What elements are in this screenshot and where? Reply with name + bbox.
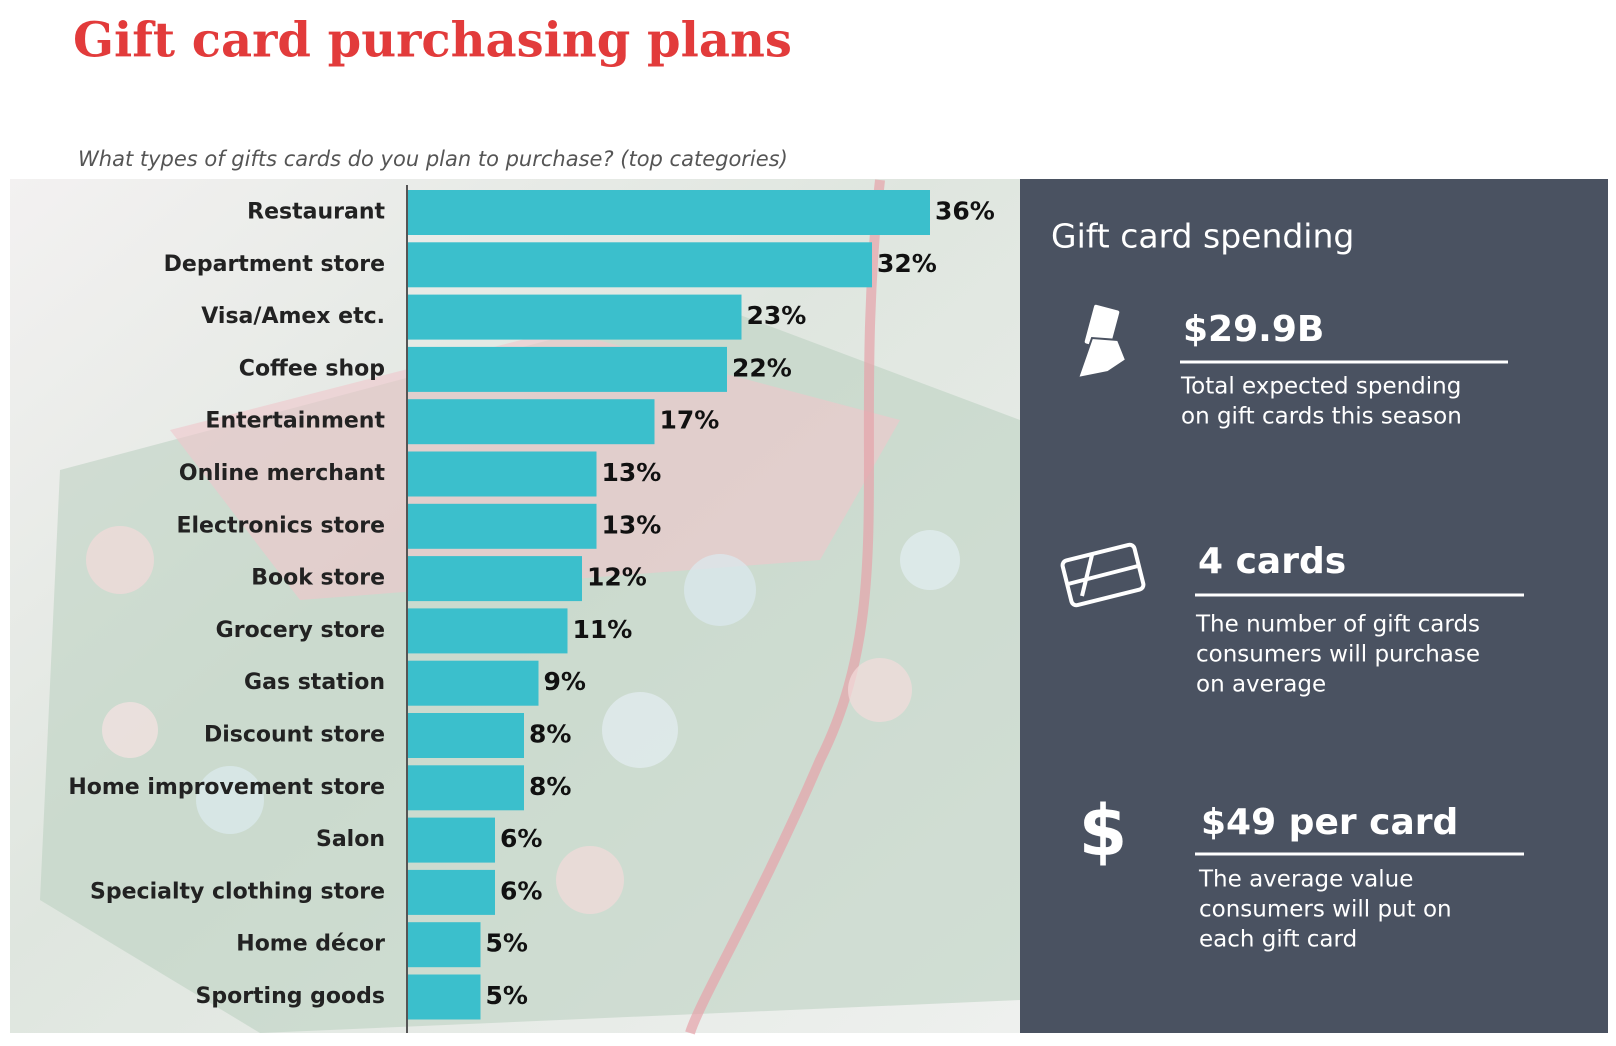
stat-description: The number of gift cards — [1195, 612, 1480, 638]
stat-description: on gift cards this season — [1181, 404, 1462, 430]
value-label: 13% — [602, 510, 662, 539]
value-label: 36% — [935, 197, 995, 226]
stat-value: $49 per card — [1201, 802, 1458, 843]
bar — [408, 765, 524, 811]
category-label: Gas station — [244, 670, 385, 695]
bars: Restaurant 36% Department store 32% Visa/Ame… — [68, 190, 995, 1020]
category-label: Specialty clothing store — [90, 879, 385, 904]
bar — [408, 608, 568, 654]
value-label: 23% — [747, 301, 807, 330]
value-label: 11% — [573, 615, 633, 644]
value-label: 6% — [500, 876, 542, 905]
value-label: 13% — [602, 458, 662, 487]
stat-description: The average value — [1198, 867, 1413, 893]
value-label: 8% — [529, 720, 571, 749]
stat-value: $29.9B — [1183, 309, 1324, 350]
page-title: Gift card purchasing plans — [73, 13, 792, 69]
value-label: 8% — [529, 772, 571, 801]
bar — [408, 869, 495, 915]
stat-value: 4 cards — [1198, 541, 1346, 582]
stat-description: on average — [1196, 672, 1326, 698]
category-label: Home décor — [236, 932, 385, 957]
category-label: Sporting goods — [195, 984, 385, 1009]
category-label: Home improvement store — [68, 775, 385, 800]
stat-description: consumers will purchase — [1196, 642, 1480, 668]
category-label: Department store — [164, 252, 385, 277]
stat-description: consumers will put on — [1199, 897, 1452, 923]
value-label: 12% — [587, 563, 647, 592]
category-label: Coffee shop — [239, 356, 385, 381]
category-label: Restaurant — [247, 200, 385, 225]
bar — [408, 817, 495, 863]
gift-card-icon — [1060, 542, 1146, 608]
category-label: Online merchant — [179, 461, 386, 486]
value-label: 17% — [660, 406, 720, 435]
value-label: 9% — [544, 667, 586, 696]
bar — [408, 399, 655, 445]
bar — [408, 346, 727, 392]
value-label: 5% — [486, 929, 528, 958]
category-label: Grocery store — [216, 618, 385, 643]
bar — [408, 556, 582, 602]
value-label: 22% — [732, 353, 792, 382]
dollar-icon: $ — [1079, 790, 1128, 872]
panel-stats: $29.9B Total expected spending on gift car… — [1180, 309, 1524, 953]
chart-subtitle: What types of gifts cards do you plan to… — [78, 147, 788, 171]
category-label: Entertainment — [205, 409, 385, 434]
stat-description: each gift card — [1199, 927, 1357, 953]
bar — [408, 451, 597, 497]
bar — [408, 713, 524, 758]
stat-description: Total expected spending — [1180, 374, 1461, 400]
value-label: 32% — [877, 249, 937, 278]
money-icon — [1076, 302, 1128, 380]
panel-title: Gift card spending — [1051, 217, 1354, 256]
category-label: Electronics store — [176, 513, 385, 538]
value-label: 6% — [500, 824, 542, 853]
bar — [408, 660, 539, 706]
bar — [408, 190, 930, 235]
category-label: Salon — [316, 827, 385, 852]
bar — [408, 242, 872, 288]
value-label: 5% — [486, 981, 528, 1010]
category-label: Visa/Amex etc. — [201, 304, 385, 329]
category-label: Discount store — [204, 723, 385, 748]
bar — [408, 294, 742, 340]
bar — [408, 974, 481, 1020]
category-label: Book store — [251, 566, 385, 591]
bar — [408, 503, 597, 549]
bar — [408, 922, 481, 968]
